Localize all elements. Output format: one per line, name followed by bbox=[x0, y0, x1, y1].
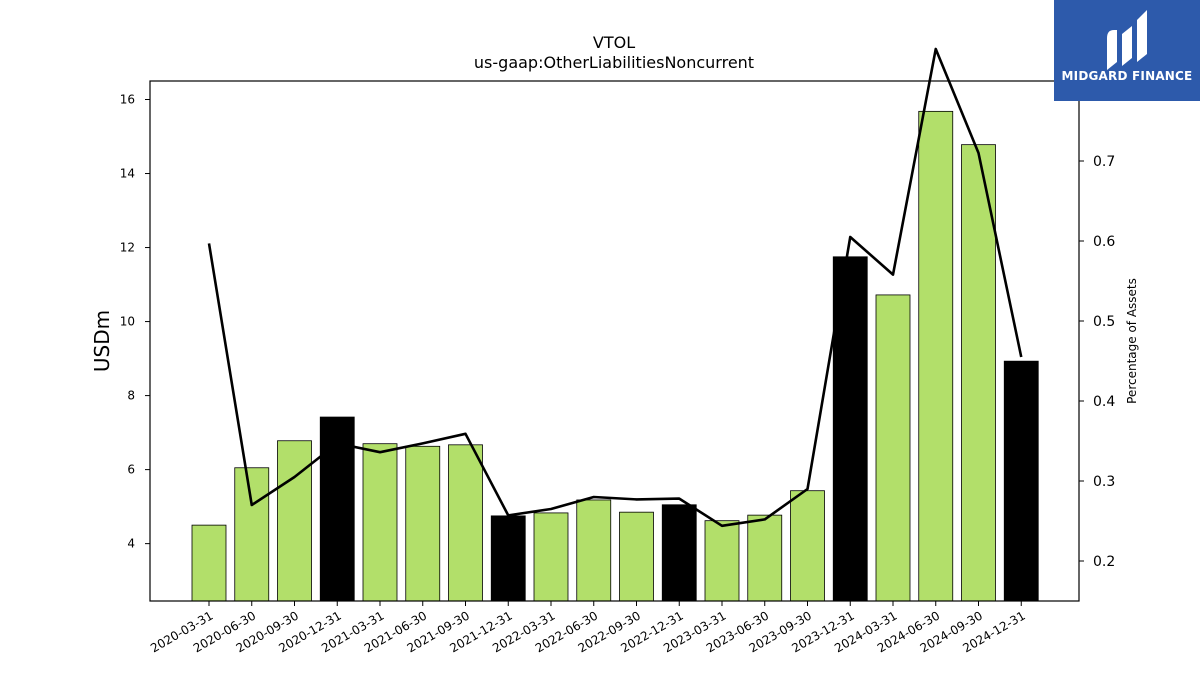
bar-2023-09-30 bbox=[790, 490, 825, 602]
plot-frame bbox=[149, 80, 1080, 602]
y-tick-label: 12 bbox=[120, 241, 135, 255]
y-tick-label: 8 bbox=[127, 389, 135, 403]
y2-axis-label: Percentage of Assets bbox=[1125, 278, 1139, 404]
bar-2020-12-31 bbox=[319, 416, 355, 602]
bar-2023-12-31 bbox=[832, 256, 868, 602]
y2-tick-label: 0.4 bbox=[1093, 394, 1115, 410]
bar-2024-06-30 bbox=[918, 110, 954, 602]
percentage-line bbox=[207, 47, 1023, 528]
y2-tick-label: 0.3 bbox=[1093, 474, 1115, 490]
y2-tick-label: 0.2 bbox=[1093, 554, 1115, 570]
bar-2021-12-31 bbox=[490, 515, 526, 602]
y2-axis: 0.2 0.3 0.4 0.5 0.6 0.7 bbox=[1079, 154, 1115, 570]
bar-2020-06-30 bbox=[234, 467, 270, 602]
bar-2024-09-30 bbox=[961, 144, 996, 602]
bar-2023-06-30 bbox=[747, 514, 783, 602]
y-tick-label: 10 bbox=[120, 315, 135, 329]
bar-2022-09-30 bbox=[619, 511, 654, 602]
bar-2021-06-30 bbox=[405, 445, 441, 602]
y-tick-label: 14 bbox=[120, 167, 135, 181]
y2-tick-label: 0.5 bbox=[1093, 314, 1115, 330]
logo-mark-icon bbox=[1107, 10, 1147, 70]
y-axis: 4 6 8 10 12 14 16 bbox=[120, 93, 150, 551]
y-axis-label: USDm bbox=[90, 310, 114, 372]
y2-tick-label: 0.7 bbox=[1093, 154, 1115, 170]
bar-2022-06-30 bbox=[576, 499, 612, 602]
bar-2022-12-31 bbox=[661, 504, 697, 602]
bar-2023-03-31 bbox=[704, 520, 740, 602]
chart-title: VTOL bbox=[593, 33, 635, 52]
x-axis: 2020-03-312020-06-302020-09-302020-12-31… bbox=[148, 601, 1028, 655]
logo-text: MIDGARD FINANCE bbox=[1061, 69, 1193, 83]
bar-2022-03-31 bbox=[533, 512, 569, 602]
bars-group bbox=[191, 110, 1039, 602]
y-tick-label: 4 bbox=[127, 537, 135, 551]
y-tick-label: 16 bbox=[120, 93, 135, 107]
bar-2021-09-30 bbox=[448, 444, 483, 602]
midgard-finance-logo: MIDGARD FINANCE bbox=[1054, 0, 1200, 101]
y2-tick-label: 0.6 bbox=[1093, 234, 1115, 250]
bar-2024-03-31 bbox=[875, 294, 911, 602]
line-group bbox=[207, 47, 1023, 528]
bar-2020-03-31 bbox=[191, 524, 227, 602]
bar-2024-12-31 bbox=[1003, 360, 1039, 602]
y-tick-label: 6 bbox=[127, 463, 135, 477]
chart-subtitle: us-gaap:OtherLiabilitiesNoncurrent bbox=[474, 53, 754, 72]
bar-2020-09-30 bbox=[277, 440, 312, 602]
bar-2021-03-31 bbox=[362, 443, 398, 602]
